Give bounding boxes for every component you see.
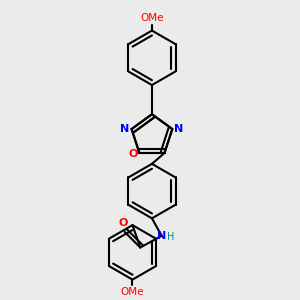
Text: O: O — [118, 218, 128, 228]
Text: OMe: OMe — [121, 287, 144, 297]
Text: N: N — [174, 124, 184, 134]
Text: N: N — [120, 124, 130, 134]
Text: H: H — [167, 232, 174, 242]
Text: N: N — [157, 231, 166, 241]
Text: OMe: OMe — [140, 13, 164, 23]
Text: O: O — [128, 149, 137, 159]
